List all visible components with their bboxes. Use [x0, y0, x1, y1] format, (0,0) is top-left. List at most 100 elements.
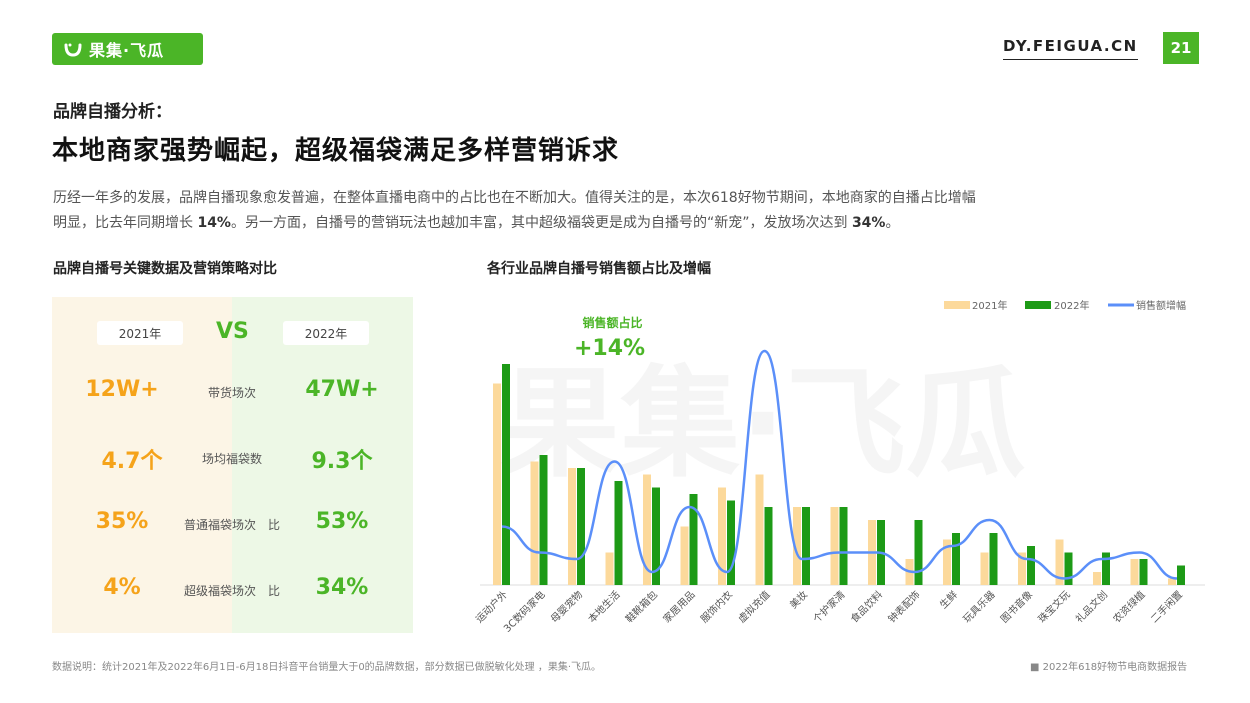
legend-label-2022: 2022年	[1054, 299, 1089, 312]
legend-swatch-2022	[1025, 301, 1051, 309]
year-2021-tag: 2021年	[97, 321, 183, 345]
x-tick-label: 运动户外	[473, 588, 510, 625]
para-line1: 历经一年多的发展，品牌自播现象愈发普遍，在整体直播电商中的占比也在不断加大。值得…	[53, 190, 976, 206]
bar-2021	[643, 474, 651, 585]
legend-label-2021: 2021年	[972, 299, 1007, 312]
metric-label: 超级福袋场次 比	[183, 584, 280, 598]
site-url[interactable]: DY.FEIGUA.CN	[1003, 37, 1138, 60]
bar-2021	[1130, 559, 1139, 585]
value-2021: 4%	[103, 575, 141, 600]
bar-2022	[652, 487, 660, 585]
x-tick-label: 母婴宠物	[548, 588, 585, 625]
legend-swatch-2021	[944, 301, 970, 309]
series-line-growth	[501, 349, 1178, 580]
x-tick-label: 礼品文创	[1073, 588, 1110, 625]
bar-2022	[989, 533, 998, 585]
right-section-heading: 各行业品牌自播号销售额占比及增幅	[487, 261, 711, 277]
bar-2022	[539, 455, 548, 585]
x-tick-label: 玩具乐器	[961, 589, 998, 626]
bar-2021	[980, 552, 989, 585]
bar-2022	[802, 507, 810, 585]
bar-2021	[605, 552, 614, 585]
bar-2022	[914, 520, 923, 585]
bar-2021	[793, 507, 801, 585]
para-highlight-14: 14%	[197, 215, 231, 231]
bar-2021	[1018, 552, 1026, 585]
value-2022: 53%	[315, 509, 369, 534]
legend-label-growth: 销售额增幅	[1136, 299, 1186, 312]
bar-2022	[1177, 565, 1185, 585]
x-tick-label: 个护家清	[810, 588, 847, 625]
bar-2021	[1055, 539, 1064, 585]
logo-text: 果集·飞瓜	[89, 41, 165, 60]
bar-2021	[943, 539, 951, 585]
panel-2022-bg	[232, 297, 413, 633]
value-2022: 47W+	[305, 377, 379, 402]
x-tick-label: 鞋靴箱包	[623, 588, 660, 625]
compare-row: 12W+ 带货场次 47W+	[52, 377, 413, 417]
vs-label: VS	[216, 319, 249, 344]
bar-2022	[1064, 552, 1073, 585]
x-tick-label: 服饰内衣	[698, 588, 735, 625]
para-line2c: 。另一方面，自播号的营销玩法也越加丰富，其中超级福袋更是成为自播号的“新宠”，发…	[230, 215, 852, 231]
page-title: 本地商家强势崛起，超级福袋满足多样营销诉求	[52, 136, 620, 166]
data-footnote: 数据说明：统计2021年及2022年6月1日-6月18日抖音平台销量大于0的品牌…	[52, 662, 602, 673]
x-tick-label: 钟表配饰	[885, 588, 922, 625]
x-tick-label: 美妆	[787, 588, 810, 611]
para-line2a: 明显，比去年同期增长	[53, 215, 198, 231]
logo-mark-icon	[64, 43, 82, 57]
bar-2022	[502, 364, 510, 585]
x-tick-label: 图书音像	[998, 588, 1035, 625]
comparison-panel: 2021年 VS 2022年 12W+ 带货场次 47W+ 4.7个 场均福袋数…	[52, 297, 413, 633]
panel-2021-bg	[52, 297, 232, 633]
value-2021: 4.7个	[101, 449, 163, 474]
left-section-heading: 品牌自播号关键数据及营销策略对比	[53, 261, 277, 277]
chart-watermark: 果集·飞瓜	[500, 355, 1026, 494]
x-tick-label: 农资绿植	[1110, 588, 1147, 625]
bar-2021	[830, 507, 839, 585]
bar-2022	[1139, 559, 1148, 585]
bar-2022	[577, 468, 585, 585]
annotation-value: +14%	[574, 336, 645, 361]
compare-row: 4% 超级福袋场次 比 34%	[52, 575, 413, 615]
compare-row: 35% 普通福袋场次 比 53%	[52, 509, 413, 549]
bar-2022	[1102, 552, 1110, 585]
bar-2022	[764, 507, 773, 585]
x-tick-label: 本地生活	[585, 588, 622, 625]
x-tick-label: 家居用品	[660, 588, 697, 625]
bar-2022	[1027, 546, 1035, 585]
x-tick-label: 二手闲置	[1148, 588, 1185, 625]
bar-2021	[1168, 578, 1176, 585]
x-tick-label: 珠宝文玩	[1035, 588, 1072, 625]
year-2022-tag: 2022年	[283, 321, 369, 345]
industry-sales-chart: 果集·飞瓜运动户外3C数码家电 母婴宠物 本地生活 鞋靴箱包 家居用品 服饰内衣 虚拟充值美…	[473, 299, 1205, 635]
bar-2022	[689, 494, 698, 585]
bar-2022	[839, 507, 848, 585]
page-number: 21	[1163, 32, 1199, 64]
x-tick-label: 虚拟充值	[735, 588, 772, 625]
metric-label: 场均福袋数	[201, 452, 262, 466]
bar-2022	[727, 500, 735, 585]
annotation-label: 销售额占比	[582, 315, 642, 330]
page-subtitle: 品牌自播分析：	[53, 102, 172, 122]
bar-2021	[1093, 572, 1101, 585]
bar-2021	[493, 383, 501, 585]
x-tick-label: 生鲜	[937, 588, 960, 611]
para-line2e: 。	[885, 215, 900, 231]
bar-2021	[530, 461, 539, 585]
bar-2022	[614, 481, 623, 585]
bar-2021	[680, 526, 689, 585]
bar-2021	[568, 468, 576, 585]
para-highlight-34: 34%	[851, 215, 886, 231]
compare-row: 4.7个 场均福袋数 9.3个	[52, 443, 413, 483]
brand-logo: 果集·飞瓜	[52, 33, 203, 65]
value-2022: 9.3个	[311, 449, 373, 474]
bar-2021	[755, 474, 764, 585]
metric-label: 带货场次	[207, 386, 256, 400]
bar-2022	[952, 533, 960, 585]
x-tick-label: 食品饮料	[848, 588, 885, 625]
report-name: ■ 2022年618好物节电商数据报告	[1030, 662, 1188, 673]
bar-2021	[718, 487, 726, 585]
metric-label: 普通福袋场次 比	[183, 518, 280, 532]
value-2022: 34%	[315, 575, 369, 600]
